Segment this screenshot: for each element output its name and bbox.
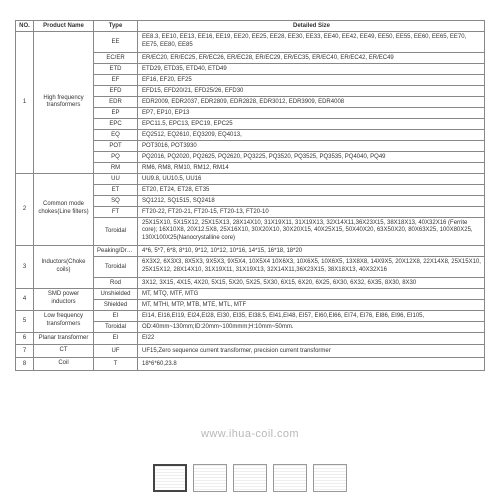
cell-type: Shielded	[94, 299, 138, 310]
cell-detail: ER/EC20, ER/EC25, ER/EC26, ER/EC28, ER/E…	[138, 52, 485, 63]
cell-type: SQ	[94, 195, 138, 206]
cell-detail: EDR2009, EDR2037, EDR2809, EDR2828, EDR3…	[138, 96, 485, 107]
header-no: NO.	[16, 21, 34, 32]
table-row: 6Planar transformerEIEI22	[16, 332, 485, 345]
cell-detail: 6X3X2, 6X3X3, 8X5X3, 9X5X3, 9X5X4, 10X5X…	[138, 256, 485, 277]
cell-no: 1	[16, 32, 34, 174]
cell-no: 2	[16, 173, 34, 245]
cell-product-name: Inductors(Choke coils)	[34, 245, 94, 288]
table-row: 4SMD power inductorsUnshieldedMT, MTQ, M…	[16, 288, 485, 299]
cell-detail: EFD15, EFD20/21, EFD25/26, EFD30	[138, 85, 485, 96]
header-type: Type	[94, 21, 138, 32]
cell-detail: EE8.3, EE10, EE13, EE16, EE19, EE20, EE2…	[138, 32, 485, 53]
cell-detail: ET20, ET24, ET28, ET35	[138, 184, 485, 195]
cell-type: ET	[94, 184, 138, 195]
thumbnail-3[interactable]	[233, 464, 267, 492]
cell-detail: UU9.8, UU10.5, UU16	[138, 173, 485, 184]
cell-no: 8	[16, 358, 34, 371]
cell-type: Peaking/Drum	[94, 245, 138, 256]
thumbnail-4[interactable]	[273, 464, 307, 492]
cell-type: EFD	[94, 85, 138, 96]
cell-product-name: Coil	[34, 358, 94, 371]
cell-type: UU	[94, 173, 138, 184]
cell-detail: UF15,Zero sequence current transformer, …	[138, 345, 485, 358]
table-row: 5Low frequency transformersEIEI14, EI16,…	[16, 310, 485, 321]
table-header-row: NO.Product NameTypeDetailed Size	[16, 21, 485, 32]
cell-no: 4	[16, 288, 34, 310]
cell-type: EI	[94, 332, 138, 345]
cell-detail: EPC11.5, EPC13, EPC19, EPC25	[138, 118, 485, 129]
header-detail: Detailed Size	[138, 21, 485, 32]
cell-detail: MT, MTHI, MTP, MTB, MTE, MTL, MTF	[138, 299, 485, 310]
cell-product-name: Common mode chokes(Line filters)	[34, 173, 94, 245]
cell-product-name: SMD power inductors	[34, 288, 94, 310]
cell-type: ETD	[94, 63, 138, 74]
cell-no: 7	[16, 345, 34, 358]
cell-type: Unshielded	[94, 288, 138, 299]
cell-type: UF	[94, 345, 138, 358]
table-row: 2Common mode chokes(Line filters)UUUU9.8…	[16, 173, 485, 184]
cell-detail: EI22	[138, 332, 485, 345]
cell-detail: EI14, EI16,EI19, EI24,EI28, EI30, EI35, …	[138, 310, 485, 321]
cell-detail: MT, MTQ, MTF, MTG	[138, 288, 485, 299]
cell-type: Toroidal	[94, 321, 138, 332]
table-row: 3Inductors(Choke coils)Peaking/Drum4*6, …	[16, 245, 485, 256]
cell-type: EQ	[94, 129, 138, 140]
cell-type: EC/ER	[94, 52, 138, 63]
cell-product-name: CT	[34, 345, 94, 358]
cell-no: 3	[16, 245, 34, 288]
table-row: 8CoilT18*6*60,23.8	[16, 358, 485, 371]
cell-detail: 4*6, 5*7, 6*8, 8*10, 9*12, 10*12, 10*16,…	[138, 245, 485, 256]
spec-table-container: NO.Product NameTypeDetailed Size1High fr…	[0, 0, 500, 371]
cell-detail: 18*6*60,23.8	[138, 358, 485, 371]
cell-product-name: Low frequency transformers	[34, 310, 94, 332]
cell-type: Toroidal	[94, 217, 138, 245]
table-row: 1High frequency transformersEEEE8.3, EE1…	[16, 32, 485, 53]
cell-detail: 3X12, 3X15, 4X15, 4X20, 5X15, 5X20, 5X25…	[138, 277, 485, 288]
spec-table: NO.Product NameTypeDetailed Size1High fr…	[15, 20, 485, 371]
cell-type: POT	[94, 140, 138, 151]
cell-detail: 25X15X10, 5X15X12, 25X15X13, 28X14X10, 3…	[138, 217, 485, 245]
cell-product-name: High frequency transformers	[34, 32, 94, 174]
cell-detail: FT20-22, FT20-21, FT20-15, FT20-13, FT20…	[138, 206, 485, 217]
cell-type: FT	[94, 206, 138, 217]
cell-detail: EQ2512, EQ2610, EQ3209, EQ4013,	[138, 129, 485, 140]
cell-detail: EF16, EF20, EF25	[138, 74, 485, 85]
cell-detail: RM6, RM8, RM10, RM12, RM14	[138, 162, 485, 173]
cell-type: EP	[94, 107, 138, 118]
header-name: Product Name	[34, 21, 94, 32]
cell-no: 5	[16, 310, 34, 332]
cell-type: EE	[94, 32, 138, 53]
cell-type: T	[94, 358, 138, 371]
cell-type: PQ	[94, 151, 138, 162]
thumbnail-1[interactable]	[153, 464, 187, 492]
cell-type: Toroidal	[94, 256, 138, 277]
cell-detail: POT3016, POT3930	[138, 140, 485, 151]
cell-detail: OD:40mm~130mm;ID:20mm~100mmm;H:10mm~50mm…	[138, 321, 485, 332]
cell-no: 6	[16, 332, 34, 345]
thumbnail-strip	[153, 464, 347, 492]
footer-url: www.ihua-coil.com	[201, 428, 299, 440]
cell-type: EI	[94, 310, 138, 321]
cell-type: EDR	[94, 96, 138, 107]
cell-detail: PQ2016, PQ2020, PQ2625, PQ2620, PQ3225, …	[138, 151, 485, 162]
cell-detail: SQ1212, SQ1515, SQ2418	[138, 195, 485, 206]
cell-type: Rod	[94, 277, 138, 288]
cell-type: EPC	[94, 118, 138, 129]
cell-product-name: Planar transformer	[34, 332, 94, 345]
cell-detail: ETD29, ETD35, ETD40, ETD49	[138, 63, 485, 74]
thumbnail-2[interactable]	[193, 464, 227, 492]
cell-type: EF	[94, 74, 138, 85]
thumbnail-5[interactable]	[313, 464, 347, 492]
cell-type: RM	[94, 162, 138, 173]
table-row: 7CTUFUF15,Zero sequence current transfor…	[16, 345, 485, 358]
cell-detail: EP7, EP10, EP13	[138, 107, 485, 118]
